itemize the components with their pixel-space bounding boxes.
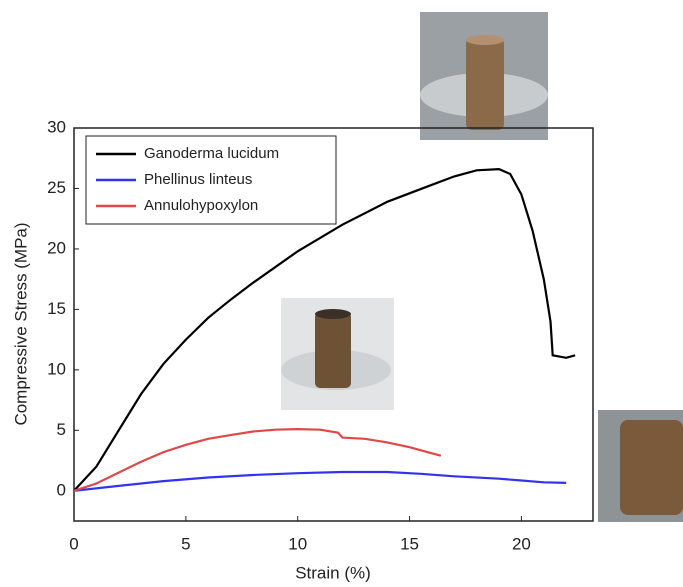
x-tick-label: 0 — [69, 534, 78, 553]
photo-right — [598, 410, 683, 522]
line — [73, 470, 567, 492]
y-tick-label: 30 — [47, 117, 66, 136]
line — [73, 167, 576, 492]
y-tick-label: 25 — [47, 178, 66, 197]
y-tick-label: 0 — [57, 480, 66, 499]
x-axis-label: Strain (%) — [295, 563, 371, 582]
plot-frame — [73, 127, 594, 522]
y-tick-label: 10 — [47, 359, 66, 378]
y-axis-label: Compressive Stress (MPa) — [11, 222, 30, 425]
x-tick-label: 15 — [400, 534, 419, 553]
x-tick-label: 10 — [288, 534, 307, 553]
y-tick-label: 5 — [57, 420, 66, 439]
photo-top — [420, 12, 548, 140]
line — [73, 427, 442, 492]
x-tick-label: 20 — [512, 534, 531, 553]
x-tick-label: 5 — [181, 534, 190, 553]
y-tick-label: 20 — [47, 238, 66, 257]
legend-label: Phellinus linteus — [144, 171, 252, 188]
legend-label: Ganoderma lucidum — [144, 145, 279, 162]
y-tick-label: 15 — [47, 299, 66, 318]
legend-label: Annulohypoxylon — [144, 197, 258, 214]
photo-middle — [281, 298, 394, 410]
